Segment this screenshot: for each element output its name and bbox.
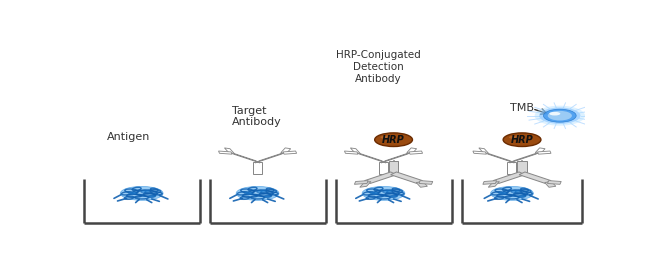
Polygon shape — [538, 151, 551, 154]
Ellipse shape — [141, 190, 151, 193]
Ellipse shape — [374, 133, 413, 147]
Polygon shape — [281, 148, 291, 153]
Ellipse shape — [120, 186, 163, 200]
Polygon shape — [547, 181, 561, 184]
Polygon shape — [416, 181, 427, 187]
Ellipse shape — [543, 109, 576, 122]
Polygon shape — [350, 148, 360, 153]
Ellipse shape — [362, 186, 405, 200]
Polygon shape — [488, 181, 499, 187]
Ellipse shape — [383, 190, 393, 193]
Polygon shape — [355, 152, 386, 163]
Polygon shape — [508, 162, 517, 174]
Polygon shape — [519, 172, 551, 183]
Ellipse shape — [549, 112, 560, 115]
Polygon shape — [517, 161, 526, 173]
Ellipse shape — [503, 133, 541, 147]
Polygon shape — [255, 152, 286, 163]
Polygon shape — [354, 181, 368, 184]
Text: Antibody: Antibody — [233, 117, 282, 127]
Polygon shape — [360, 181, 371, 187]
Ellipse shape — [236, 186, 279, 200]
Polygon shape — [253, 162, 262, 174]
Polygon shape — [229, 152, 260, 163]
Polygon shape — [381, 152, 412, 163]
Polygon shape — [365, 172, 396, 183]
Ellipse shape — [511, 190, 521, 193]
Polygon shape — [391, 172, 422, 183]
Polygon shape — [479, 148, 489, 153]
Ellipse shape — [244, 192, 253, 194]
Ellipse shape — [370, 192, 379, 194]
Polygon shape — [545, 181, 556, 187]
Polygon shape — [536, 148, 545, 153]
Ellipse shape — [518, 195, 526, 197]
Polygon shape — [473, 151, 486, 154]
Polygon shape — [510, 152, 540, 163]
Text: TMB: TMB — [510, 103, 534, 113]
Polygon shape — [419, 181, 433, 184]
Ellipse shape — [389, 195, 398, 197]
Polygon shape — [283, 151, 296, 154]
Polygon shape — [484, 152, 514, 163]
Text: HRP: HRP — [382, 135, 405, 145]
Polygon shape — [389, 161, 398, 173]
Polygon shape — [409, 151, 423, 154]
Text: Target: Target — [233, 106, 267, 116]
Polygon shape — [407, 148, 417, 153]
Ellipse shape — [539, 107, 580, 124]
Text: Detection: Detection — [353, 62, 404, 72]
Polygon shape — [224, 148, 234, 153]
Ellipse shape — [499, 192, 508, 194]
Text: Antibody: Antibody — [355, 74, 402, 84]
Ellipse shape — [264, 195, 272, 197]
Polygon shape — [493, 172, 525, 183]
Polygon shape — [344, 151, 358, 154]
Text: HRP: HRP — [511, 135, 534, 145]
Ellipse shape — [257, 190, 266, 193]
Ellipse shape — [148, 195, 156, 197]
Ellipse shape — [491, 186, 534, 200]
Polygon shape — [379, 162, 388, 174]
Text: HRP-Conjugated: HRP-Conjugated — [336, 50, 421, 60]
Ellipse shape — [534, 106, 585, 126]
Ellipse shape — [548, 111, 572, 120]
Text: Antigen: Antigen — [107, 132, 150, 142]
Polygon shape — [218, 151, 232, 154]
Polygon shape — [483, 181, 497, 184]
Ellipse shape — [128, 192, 137, 194]
Ellipse shape — [380, 136, 391, 139]
Ellipse shape — [509, 136, 520, 139]
